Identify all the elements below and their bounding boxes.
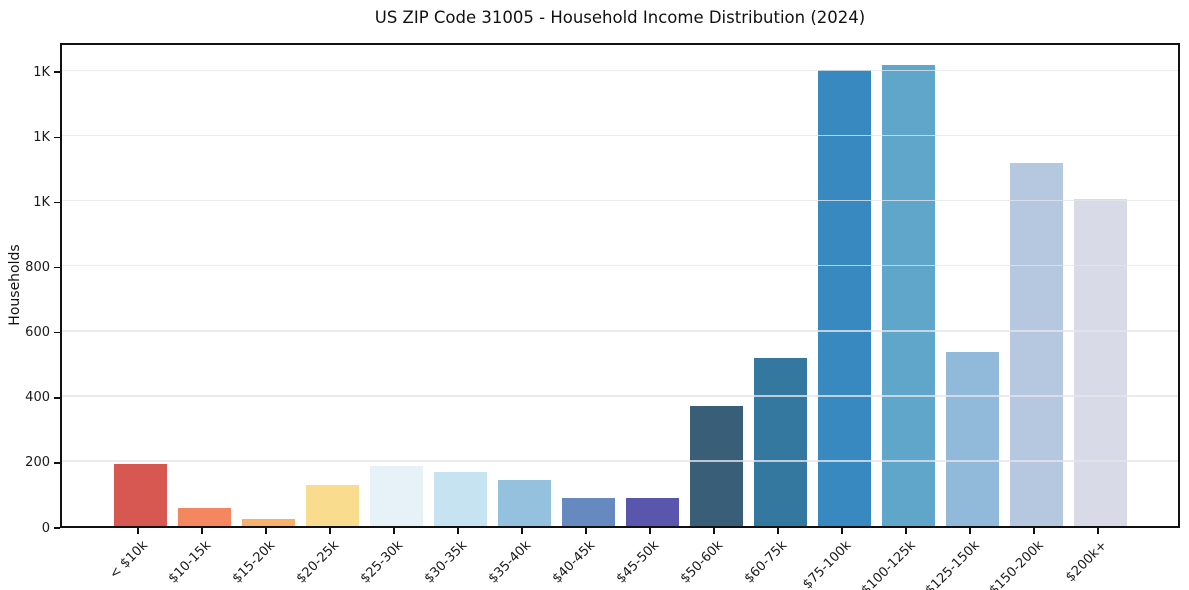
bar-< $10k — [113, 464, 167, 526]
bar-$60-75k — [753, 358, 807, 526]
y-tick-label: 600 — [25, 325, 50, 341]
x-tick-mark — [1097, 528, 1099, 534]
y-tick-label: 0 — [41, 520, 50, 536]
y-tick-mark — [54, 331, 60, 334]
y-tick-mark — [54, 396, 60, 399]
y-tick-mark — [54, 201, 60, 204]
y-tick-label: 400 — [25, 390, 50, 406]
bar-$45-50k — [625, 498, 679, 526]
x-tick-mark — [841, 528, 843, 534]
x-tick-label: $200k+ — [1063, 538, 1111, 586]
x-tick-label: $30-35k — [422, 538, 471, 587]
plot-area — [60, 43, 1180, 528]
bar-$200k+ — [1073, 198, 1127, 526]
x-tick-label: $125-150k — [922, 538, 983, 590]
y-tick-mark — [54, 266, 60, 269]
x-tick-mark — [201, 528, 203, 534]
x-tick-mark — [585, 528, 587, 534]
x-tick-mark — [393, 528, 395, 534]
x-tick-label: $40-45k — [550, 538, 599, 587]
x-tick-mark — [329, 528, 331, 534]
bar-$25-30k — [369, 465, 423, 526]
x-tick-label: $50-60k — [678, 538, 727, 587]
bar-$15-20k — [241, 518, 295, 526]
bar-$40-45k — [561, 498, 615, 526]
y-tick-label: 200 — [25, 455, 50, 471]
y-tick-label: 1K — [33, 194, 50, 210]
x-tick-mark — [905, 528, 907, 534]
x-tick-label: $100-125k — [858, 538, 919, 590]
gridline-200 — [62, 460, 1178, 462]
y-tick-mark — [54, 462, 60, 464]
x-tick-mark — [713, 528, 715, 534]
bar-$35-40k — [497, 480, 551, 526]
x-tick-mark — [137, 528, 139, 534]
y-tick-mark — [54, 136, 60, 139]
x-tick-label: $60-75k — [742, 538, 791, 587]
bar-$150-200k — [1009, 163, 1063, 526]
gridline-1000 — [62, 199, 1178, 202]
bar-$50-60k — [689, 405, 743, 526]
x-tick-label: $15-20k — [230, 538, 279, 587]
gridline-600 — [62, 329, 1178, 332]
y-tick-label: 1K — [33, 129, 50, 145]
bar-$10-15k — [177, 508, 231, 526]
x-tick-label: $150-200k — [986, 538, 1047, 590]
x-tick-label: $75-100k — [800, 538, 855, 590]
x-tick-label: $10-15k — [166, 538, 215, 587]
gridline-1200 — [62, 134, 1178, 137]
bar-$125-150k — [945, 351, 999, 526]
gridline-1400 — [62, 69, 1178, 72]
x-tick-mark — [521, 528, 523, 534]
y-tick-mark — [54, 71, 60, 74]
x-tick-label: $35-40k — [486, 538, 535, 587]
x-tick-mark — [457, 528, 459, 534]
gridline-800 — [62, 264, 1178, 267]
bar-$100-125k — [881, 65, 935, 526]
x-tick-mark — [265, 528, 267, 534]
x-tick-mark — [777, 528, 779, 534]
y-axis-label: Households — [7, 244, 23, 326]
x-tick-mark — [1033, 528, 1035, 534]
y-tick-label: 1K — [33, 64, 50, 80]
chart-title: US ZIP Code 31005 - Household Income Dis… — [374, 8, 866, 27]
y-tick-mark — [54, 527, 60, 529]
bar-$20-25k — [305, 485, 359, 526]
x-tick-label: $25-30k — [358, 538, 407, 587]
x-tick-mark — [969, 528, 971, 534]
bar-$75-100k — [817, 70, 871, 526]
x-tick-label: < $10k — [106, 538, 151, 583]
x-tick-label: $20-25k — [294, 538, 343, 587]
x-tick-mark — [649, 528, 651, 534]
gridline-400 — [62, 395, 1178, 397]
x-tick-label: $45-50k — [614, 538, 663, 587]
bar-$30-35k — [433, 472, 487, 526]
y-tick-label: 800 — [25, 260, 50, 276]
